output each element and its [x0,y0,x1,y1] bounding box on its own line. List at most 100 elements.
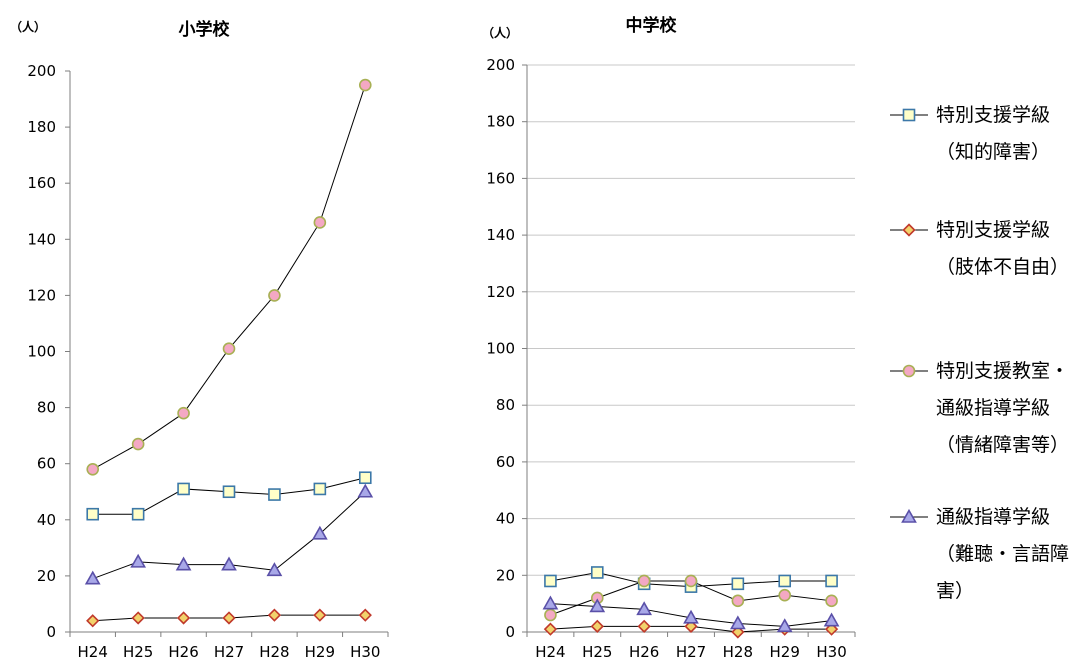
x-tick-label: H24 [535,643,565,661]
x-tick-label: H30 [816,643,846,661]
y-tick-label: 100 [486,340,515,358]
data-point-intellectual [825,574,838,588]
y-tick-label: 140 [27,230,56,248]
legend-symbol-square-icon [890,108,928,122]
data-point-intellectual [544,574,557,588]
data-point-special_room [268,289,281,302]
x-tick-label: H25 [123,643,153,661]
data-point-hearing_speech [84,570,101,585]
chart-junior-high: 中学校 （人） 0 20 40 60 80 100 120 140 160 180 200 H24 H25 H… [482,15,856,661]
y-tick-label: 60 [37,455,56,473]
x-tick-label: H27 [214,643,244,661]
legend-marker [902,108,916,122]
legend-symbol-circle-icon [890,364,928,378]
y-tick-label: 180 [27,118,56,136]
data-point-special_room [358,78,372,92]
data-point-hearing_speech [776,618,793,633]
y-tick-label: 20 [496,566,515,584]
x-tick-label: H26 [168,643,198,661]
y-tick-label: 140 [486,226,515,244]
legend-marker [902,364,916,378]
y-tick-label: 160 [486,169,515,187]
y-tick-label: 120 [27,286,56,304]
y-axis-unit-label: （人） [10,19,46,34]
data-point-hearing_speech [311,525,328,540]
data-point-special_room [86,463,100,476]
data-point-hearing_speech [636,601,653,616]
data-point-intellectual [778,574,792,588]
y-axis-unit-label: （人） [482,25,518,40]
legend-marker [901,508,917,523]
x-tick-label: H26 [629,643,659,661]
data-point-physical [267,608,282,622]
legend: 特別支援学級 （知的障害） 特別支援学級 （肢体不自由） 特別支援教室・ 通級指… [888,0,1092,664]
data-point-intellectual [86,507,100,521]
legend-symbol-triangle-icon [890,508,928,523]
data-point-special_room [684,574,698,588]
legend-label-special-room: 特別支援教室・ 通級指導学級 （情緒障害等） [936,360,1070,456]
data-point-special_room [131,437,145,451]
x-tick-label: H25 [582,643,612,661]
y-tick-label: 120 [486,283,515,301]
chart-title: 小学校 [179,19,231,40]
x-tick-label: H30 [350,643,380,661]
data-point-special_room [731,594,745,608]
y-tick-label: 20 [37,567,56,585]
data-point-physical [86,614,100,628]
legend-marker [902,223,916,237]
y-tick-label: 100 [27,343,56,361]
x-tick-label: H29 [770,643,800,661]
y-tick-label: 0 [505,623,515,641]
data-point-hearing_speech [266,562,283,577]
y-tick-label: 200 [27,62,56,80]
legend-symbol-diamond-icon [890,223,928,237]
x-tick-label: H27 [676,643,706,661]
data-point-intellectual [358,471,372,485]
y-tick-label: 60 [496,453,515,471]
data-point-physical [131,611,145,625]
data-point-intellectual [177,482,190,496]
data-point-hearing_speech [357,483,374,498]
data-point-intellectual [590,566,604,579]
y-tick-label: 180 [486,113,515,131]
data-point-hearing_speech [823,612,840,627]
y-tick-label: 200 [486,56,515,74]
legend-label-intellectual: 特別支援学級 （知的障害） [936,104,1051,163]
data-point-hearing_speech [221,556,237,571]
data-point-special_room [778,588,792,602]
data-point-special_room [222,342,236,355]
data-point-hearing_speech [542,595,559,610]
data-point-intellectual [131,507,145,521]
data-point-physical [176,611,191,625]
data-point-physical [222,611,236,625]
y-tick-label: 80 [496,396,515,414]
y-tick-label: 40 [496,510,515,528]
data-point-hearing_speech [175,556,192,571]
legend-label-hearing-speech: 通級指導学級 （難聴・言語障 害） [936,506,1070,602]
series-line-special_room [92,84,366,470]
y-tick-label: 80 [37,399,56,417]
x-tick-label: H29 [305,643,335,661]
data-point-hearing_speech [589,598,606,613]
data-point-special_room [313,216,327,229]
data-point-physical [543,622,558,636]
data-point-special_room [825,594,838,608]
data-point-special_room [177,406,190,420]
data-point-intellectual [313,482,327,496]
data-point-intellectual [268,488,281,501]
data-point-hearing_speech [130,553,147,568]
data-point-physical [590,619,604,633]
y-tick-label: 0 [46,623,56,641]
data-point-physical [358,608,372,622]
x-tick-label: H24 [78,643,108,661]
data-point-intellectual [731,577,745,591]
data-point-hearing_speech [729,615,746,630]
chart-elementary: 小学校 （人） 0 20 40 60 80 100 120 140 160 180 200 H24 H25 H… [10,19,389,661]
x-tick-label: H28 [723,643,753,661]
y-tick-label: 40 [37,511,56,529]
data-point-intellectual [222,485,236,499]
legend-label-physical: 特別支援学級 （肢体不自由） [936,219,1070,278]
chart-title: 中学校 [626,15,678,36]
data-point-hearing_speech [683,609,699,624]
data-point-special_room [637,574,651,588]
